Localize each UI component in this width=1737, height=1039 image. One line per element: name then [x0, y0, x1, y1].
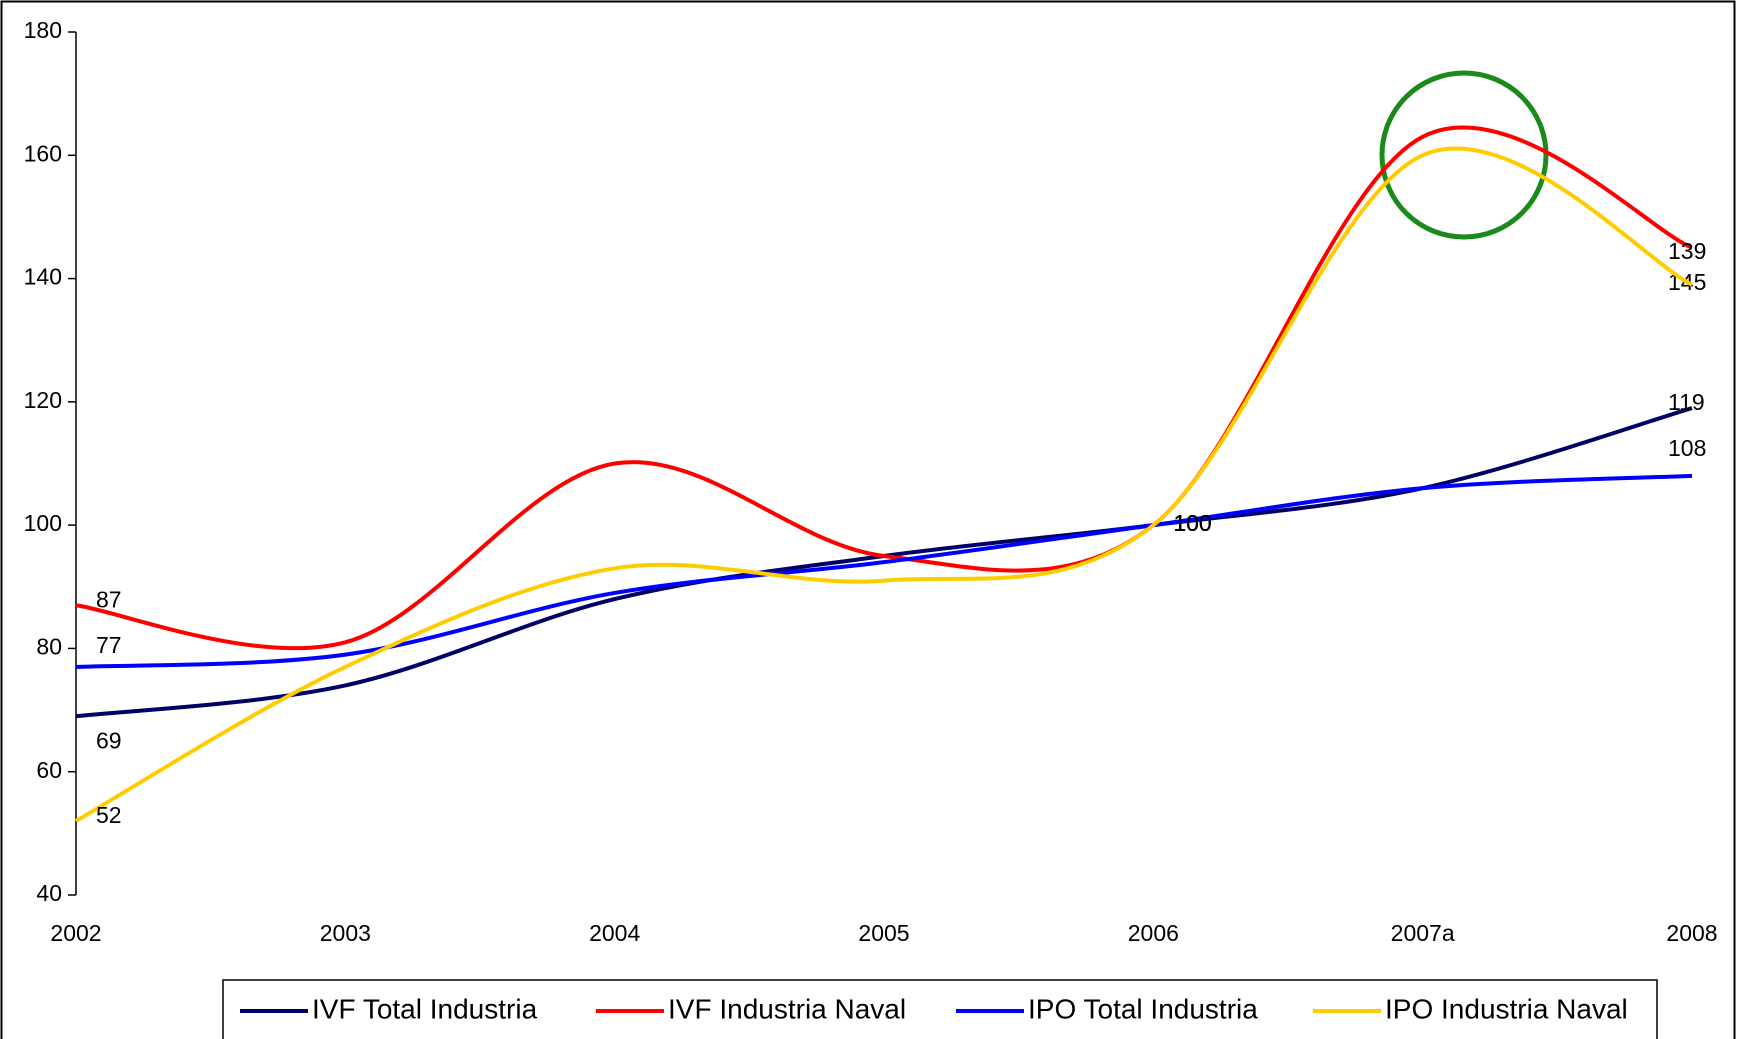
- legend-box: [222, 979, 1658, 1039]
- legend-text: IPO Industria Naval: [1385, 993, 1628, 1024]
- data-label: 139: [1668, 238, 1706, 264]
- series-line: [75, 125, 1693, 651]
- data-label: 119: [1668, 389, 1705, 415]
- y-tick-label: 80: [36, 634, 62, 660]
- y-tick-label: 160: [24, 140, 62, 166]
- series-line: [75, 146, 1693, 823]
- data-label: 77: [96, 632, 122, 658]
- legend-text: IPO Total Industria: [1028, 993, 1258, 1024]
- highlight-circle: [1379, 70, 1549, 240]
- data-label: 69: [96, 727, 122, 753]
- x-tick-label: 2003: [320, 920, 371, 946]
- legend-text: IVF Total Industria: [312, 993, 538, 1024]
- x-tick-label: 2007a: [1391, 920, 1455, 946]
- y-tick-label: 180: [24, 17, 62, 43]
- y-tick-label: 120: [24, 387, 62, 413]
- x-tick-label: 2005: [858, 920, 909, 946]
- data-label: 100: [1173, 510, 1211, 536]
- x-tick-label: 2006: [1128, 920, 1179, 946]
- series-line: [75, 473, 1693, 669]
- y-tick-label: 40: [36, 880, 62, 906]
- data-label: 52: [96, 802, 122, 828]
- y-tick-label: 140: [24, 264, 62, 290]
- x-tick-label: 2002: [50, 920, 101, 946]
- legend-text: IVF Industria Naval: [668, 993, 906, 1024]
- x-tick-label: 2008: [1666, 920, 1717, 946]
- data-label: 108: [1668, 435, 1706, 461]
- x-tick-label: 2004: [589, 920, 640, 946]
- data-label: 100: [1173, 510, 1211, 536]
- y-tick-label: 60: [36, 757, 62, 783]
- y-tick-label: 100: [24, 510, 62, 536]
- data-label: 87: [96, 586, 122, 612]
